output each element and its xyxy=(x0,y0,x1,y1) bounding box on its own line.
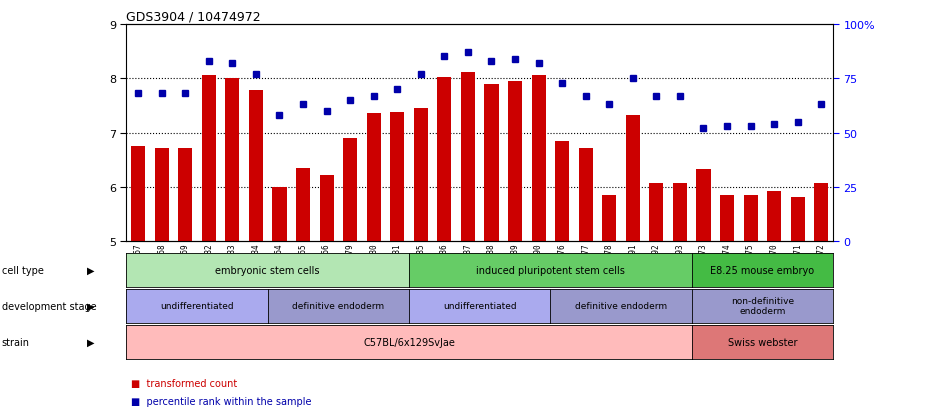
Bar xyxy=(131,147,145,242)
Bar xyxy=(461,73,475,242)
Bar xyxy=(508,82,522,242)
Text: ■  percentile rank within the sample: ■ percentile rank within the sample xyxy=(131,396,312,406)
Bar xyxy=(578,148,592,242)
Bar xyxy=(367,114,381,242)
Text: Swiss webster: Swiss webster xyxy=(727,337,797,347)
Text: embryonic stem cells: embryonic stem cells xyxy=(215,265,320,275)
Bar xyxy=(650,183,664,242)
Bar xyxy=(814,183,828,242)
Text: development stage: development stage xyxy=(2,301,96,311)
Text: induced pluripotent stem cells: induced pluripotent stem cells xyxy=(475,265,625,275)
Bar xyxy=(602,195,616,242)
Text: cell type: cell type xyxy=(2,265,44,275)
Bar xyxy=(154,148,168,242)
Bar xyxy=(485,84,499,242)
Bar xyxy=(791,197,805,242)
Bar xyxy=(319,176,333,242)
Text: ▶: ▶ xyxy=(87,301,95,311)
Bar xyxy=(673,183,687,242)
Bar xyxy=(720,195,734,242)
Text: ▶: ▶ xyxy=(87,337,95,347)
Bar xyxy=(178,148,192,242)
Bar xyxy=(202,76,216,242)
Text: undifferentiated: undifferentiated xyxy=(443,301,517,311)
Bar xyxy=(296,169,310,242)
Text: C57BL/6x129SvJae: C57BL/6x129SvJae xyxy=(363,337,455,347)
Bar xyxy=(696,170,710,242)
Text: GDS3904 / 10474972: GDS3904 / 10474972 xyxy=(126,10,261,23)
Text: strain: strain xyxy=(2,337,30,347)
Bar xyxy=(768,192,782,242)
Text: definitive endoderm: definitive endoderm xyxy=(575,301,667,311)
Text: ▶: ▶ xyxy=(87,265,95,275)
Bar xyxy=(272,188,286,242)
Bar xyxy=(414,109,428,242)
Bar xyxy=(626,116,640,242)
Text: E8.25 mouse embryo: E8.25 mouse embryo xyxy=(710,265,814,275)
Bar xyxy=(249,91,263,242)
Bar xyxy=(555,141,569,242)
Bar xyxy=(437,78,451,242)
Bar xyxy=(532,76,546,242)
Bar xyxy=(344,139,358,242)
Text: definitive endoderm: definitive endoderm xyxy=(292,301,385,311)
Text: undifferentiated: undifferentiated xyxy=(160,301,234,311)
Text: ■  transformed count: ■ transformed count xyxy=(131,378,238,388)
Text: non-definitive
endoderm: non-definitive endoderm xyxy=(731,297,794,316)
Bar xyxy=(743,195,757,242)
Bar xyxy=(390,113,404,242)
Bar xyxy=(226,79,240,242)
